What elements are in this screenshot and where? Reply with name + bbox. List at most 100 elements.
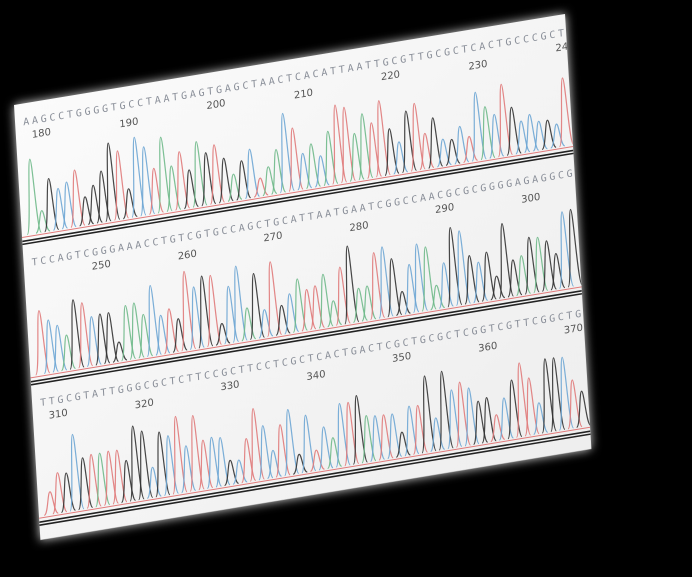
trace-peak <box>258 425 274 481</box>
base-position: 260 <box>177 249 197 263</box>
trace-peak <box>157 136 173 214</box>
trace-peak <box>558 77 575 148</box>
trace-peak <box>567 208 583 288</box>
trace-peak <box>395 431 411 458</box>
base-position: 210 <box>294 88 314 102</box>
trace-peak <box>421 375 437 454</box>
trace-peak <box>249 273 266 341</box>
row-divider <box>22 149 574 243</box>
base-position: 180 <box>32 127 52 141</box>
trace-peak <box>375 100 391 178</box>
trace-peak <box>387 258 403 318</box>
trace-peak <box>60 334 77 372</box>
trace-peak <box>497 83 514 158</box>
trace-peak <box>318 273 334 329</box>
base-position: 240 <box>555 40 575 54</box>
base-position: 220 <box>381 69 401 83</box>
trace-peak <box>43 491 59 516</box>
baseline <box>22 145 574 238</box>
trace-peak <box>301 414 317 474</box>
base-position: 360 <box>478 341 498 355</box>
trace-peak <box>215 322 231 346</box>
base-position: 300 <box>521 192 541 206</box>
trace-peak <box>455 230 472 307</box>
trace-peak <box>344 245 360 325</box>
row-divider <box>30 292 583 386</box>
trace-peak <box>430 417 446 453</box>
trace-peak <box>232 265 248 343</box>
base-position: 310 <box>48 408 68 422</box>
trace-peak <box>232 459 248 485</box>
trace-peak <box>327 300 343 328</box>
base-position: 290 <box>435 202 455 216</box>
trace-peak <box>26 158 42 236</box>
trace-peak <box>266 449 283 480</box>
trace-peak <box>384 128 400 177</box>
trace-peak <box>258 309 274 339</box>
trace-peak <box>113 150 130 221</box>
base-position: 230 <box>468 59 488 73</box>
trace-peak <box>490 275 506 301</box>
trace-peak <box>103 312 120 365</box>
trace-peak <box>292 453 308 475</box>
trace-peak <box>60 472 77 514</box>
trace-peak <box>481 397 497 444</box>
trace-peak <box>138 430 154 501</box>
trace-peak <box>206 274 223 348</box>
base-position: 270 <box>263 230 283 244</box>
row-divider <box>22 152 574 246</box>
trace-peak <box>396 290 411 317</box>
trace-peak <box>112 341 128 363</box>
trace-peak <box>481 251 497 302</box>
trace-peak <box>284 409 300 477</box>
base-position: 250 <box>91 259 111 273</box>
trace-peak <box>140 146 156 217</box>
trace-peak <box>266 261 283 338</box>
trace-peak <box>361 285 377 322</box>
trace-peak <box>454 125 470 165</box>
trace-peak <box>122 188 138 220</box>
trace-peak <box>310 449 325 472</box>
trace-peak <box>506 106 522 156</box>
trace-peak <box>288 127 304 192</box>
trace-peak <box>146 466 162 499</box>
chromatogram-card: AAGCCTGGGGTGCCTAATGAGTGAGCTAACTCACATTAAT… <box>14 13 592 540</box>
trace-peak <box>218 157 234 204</box>
base-position: 200 <box>206 98 226 112</box>
base-position: 350 <box>392 351 412 365</box>
base-position: 370 <box>564 323 584 337</box>
trace-peak <box>430 284 446 311</box>
trace-peak <box>189 414 205 492</box>
trace-peak <box>172 318 188 353</box>
base-position: 190 <box>119 116 139 130</box>
trace-peak <box>550 252 566 291</box>
base-position: 280 <box>349 220 369 234</box>
trace-peak <box>70 169 86 229</box>
trace-peak <box>69 433 85 512</box>
trace-peak <box>550 123 566 149</box>
trace-peak <box>421 246 437 312</box>
trace-peak <box>241 307 257 342</box>
trace-peak <box>175 151 191 211</box>
trace-peak <box>327 437 343 470</box>
base-position: 330 <box>220 379 240 393</box>
base-position: 320 <box>134 397 154 411</box>
trace-peak <box>35 210 51 234</box>
row-divider <box>39 430 591 523</box>
trace-peak <box>305 143 322 190</box>
trace-peak <box>340 106 357 184</box>
trace-peak <box>558 356 575 431</box>
baseline <box>30 286 582 379</box>
trace-peak <box>490 414 506 443</box>
trace-peak <box>428 117 444 169</box>
trace-peak <box>524 377 540 437</box>
trace-peak <box>410 102 426 172</box>
trace-peak <box>576 390 592 429</box>
row-divider <box>30 289 582 383</box>
base-position: 340 <box>306 369 326 383</box>
baseline <box>39 426 591 519</box>
trace-peak <box>146 284 162 358</box>
trace-peak <box>244 148 261 200</box>
